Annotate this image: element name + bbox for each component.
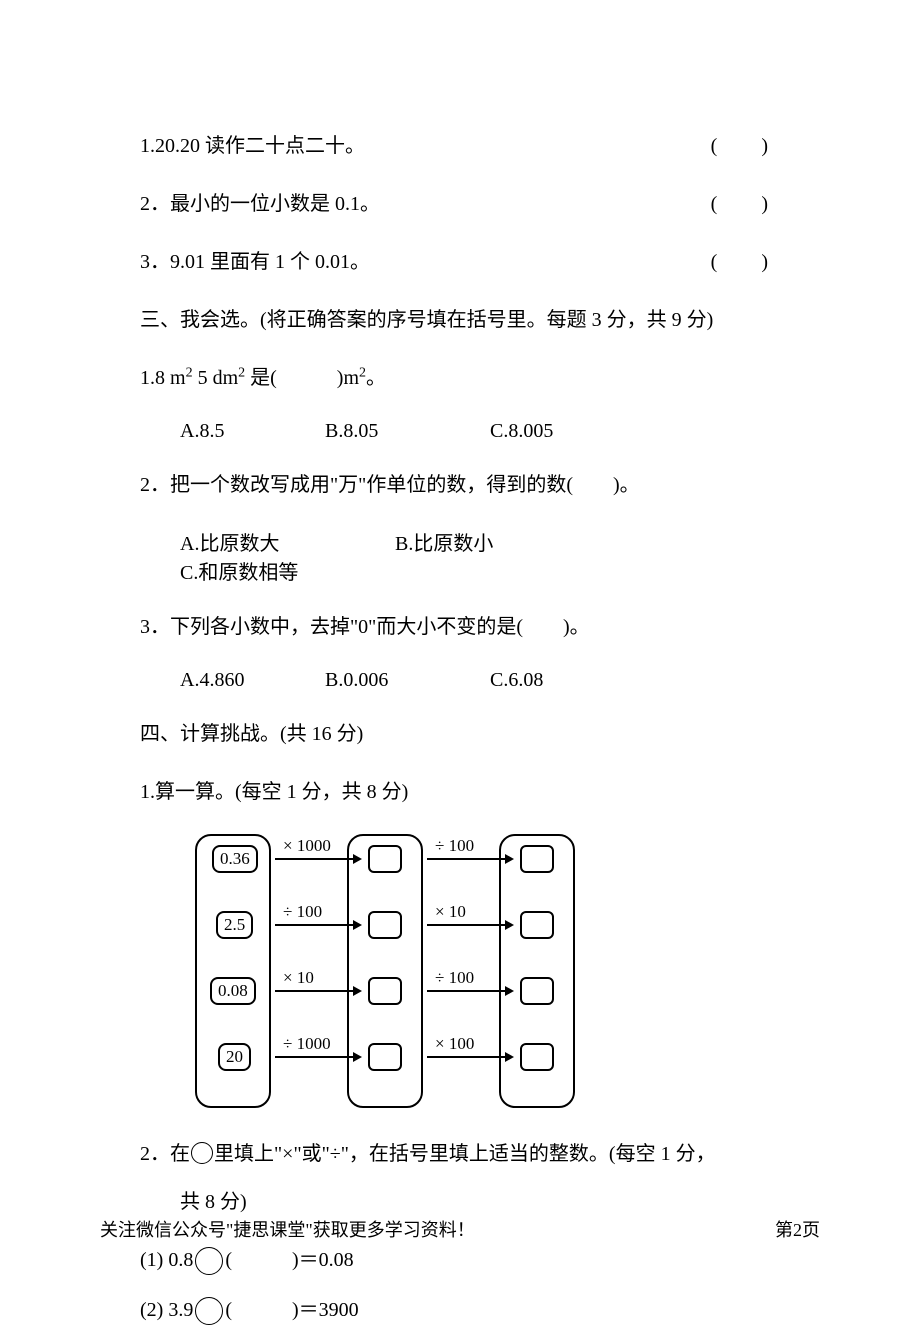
s3q1-b: 5 dm xyxy=(193,367,239,389)
sup-2c: 2 xyxy=(359,365,366,380)
start-box-3: 20 xyxy=(218,1043,251,1071)
tf-q3-text: 3．9.01 里面有 1 个 0.01。 xyxy=(140,246,370,278)
tf-q3: 3．9.01 里面有 1 个 0.01。 ( ) xyxy=(140,246,780,278)
s3-q2: 2．把一个数改写成用"万"作单位的数，得到的数( )。 xyxy=(140,469,780,501)
arrowhead1-2 xyxy=(353,986,362,996)
arrow2-1 xyxy=(427,924,507,926)
eq1-a: (1) 0.8 xyxy=(140,1249,193,1271)
eq2: (2) 3.9 ( )＝3900 xyxy=(140,1294,780,1326)
op2-label-3: × 100 xyxy=(435,1034,474,1054)
end-box-2[interactable] xyxy=(520,977,554,1005)
circle-icon-inline xyxy=(191,1142,213,1164)
end-box-3[interactable] xyxy=(520,1043,554,1071)
eq1-b: ( )＝0.08 xyxy=(225,1249,353,1271)
eq2-a: (2) 3.9 xyxy=(140,1299,193,1321)
arrow2-0 xyxy=(427,858,507,860)
s3-q3-options: A.4.860 B.0.006 C.6.08 xyxy=(180,669,780,692)
s4s2-b: 里填上"×"或"÷"，在括号里填上适当的整数。(每空 1 分， xyxy=(214,1143,716,1165)
tf-q2-text: 2．最小的一位小数是 0.1。 xyxy=(140,188,380,220)
arrowhead1-1 xyxy=(353,920,362,930)
s3q3-opt-c[interactable]: C.6.08 xyxy=(490,669,650,692)
s3q2-opt-c[interactable]: C.和原数相等 xyxy=(180,556,390,585)
section4-sub2: 2．在 里填上"×"或"÷"，在括号里填上适当的整数。(每空 1 分， xyxy=(140,1138,780,1170)
arrowhead2-0 xyxy=(505,854,514,864)
s3q1-opt-c[interactable]: C.8.005 xyxy=(490,420,650,443)
eq1: (1) 0.8 ( )＝0.08 xyxy=(140,1244,780,1276)
tf-q3-paren[interactable]: ( ) xyxy=(711,246,780,278)
s3q2-opt-b[interactable]: B.比原数小 xyxy=(395,527,605,556)
tf-q1-paren[interactable]: ( ) xyxy=(711,130,780,162)
s3q3-opt-b[interactable]: B.0.006 xyxy=(325,669,485,692)
tf-q1: 1.20.20 读作二十点二十。 ( ) xyxy=(140,130,780,162)
op1-label-2: × 10 xyxy=(283,968,314,988)
mid-box-1[interactable] xyxy=(368,911,402,939)
tf-q1-text: 1.20.20 读作二十点二十。 xyxy=(140,130,365,162)
s3q1-opt-a[interactable]: A.8.5 xyxy=(180,420,320,443)
op1-label-3: ÷ 1000 xyxy=(283,1034,331,1054)
s3q1-opt-b[interactable]: B.8.05 xyxy=(325,420,485,443)
sup-2a: 2 xyxy=(186,365,193,380)
s3-q1: 1.8 m2 5 dm2 是( )m2。 xyxy=(140,362,780,394)
end-box-0[interactable] xyxy=(520,845,554,873)
s3q2-opt-a[interactable]: A.比原数大 xyxy=(180,527,390,556)
op1-label-0: × 1000 xyxy=(283,836,331,856)
arrow1-3 xyxy=(275,1056,355,1058)
arrow1-1 xyxy=(275,924,355,926)
arrowhead2-1 xyxy=(505,920,514,930)
section4-sub2-cont: 共 8 分) xyxy=(180,1186,780,1218)
s4s2-a: 2．在 xyxy=(140,1143,190,1165)
s3q1-d: 。 xyxy=(366,367,386,389)
eq2-b: ( )＝3900 xyxy=(225,1299,358,1321)
s3-q3: 3．下列各小数中，去掉"0"而大小不变的是( )。 xyxy=(140,611,780,643)
tf-q2-paren[interactable]: ( ) xyxy=(711,188,780,220)
mid-box-2[interactable] xyxy=(368,977,402,1005)
section4-title: 四、计算挑战。(共 16 分) xyxy=(140,718,780,750)
end-box-1[interactable] xyxy=(520,911,554,939)
arrowhead1-0 xyxy=(353,854,362,864)
s3-q1-options: A.8.5 B.8.05 C.8.005 xyxy=(180,420,780,443)
circle-blank-1[interactable] xyxy=(195,1247,223,1275)
op2-label-0: ÷ 100 xyxy=(435,836,474,856)
arrow2-2 xyxy=(427,990,507,992)
arrowhead1-3 xyxy=(353,1052,362,1062)
mid-box-3[interactable] xyxy=(368,1043,402,1071)
start-box-0: 0.36 xyxy=(212,845,258,873)
calc-diagram: 0.36 × 1000 ÷ 100 2.5 ÷ 100 × 10 0.08 × 10 ÷ 100… xyxy=(195,834,575,1108)
s3q3-opt-a[interactable]: A.4.860 xyxy=(180,669,320,692)
arrowhead2-3 xyxy=(505,1052,514,1062)
start-box-2: 0.08 xyxy=(210,977,256,1005)
page-footer: 关注微信公众号"捷思课堂"获取更多学习资料！ 第2页 xyxy=(100,1216,820,1242)
section3-title: 三、我会选。(将正确答案的序号填在括号里。每题 3 分，共 9 分) xyxy=(140,304,780,336)
footer-right: 第2页 xyxy=(775,1216,820,1242)
s3q1-a: 1.8 m xyxy=(140,367,186,389)
start-box-1: 2.5 xyxy=(216,911,253,939)
arrow1-2 xyxy=(275,990,355,992)
tf-q2: 2．最小的一位小数是 0.1。 ( ) xyxy=(140,188,780,220)
arrowhead2-2 xyxy=(505,986,514,996)
arrow2-3 xyxy=(427,1056,507,1058)
s3q1-c: 是( )m xyxy=(245,367,359,389)
op1-label-1: ÷ 100 xyxy=(283,902,322,922)
footer-left: 关注微信公众号"捷思课堂"获取更多学习资料！ xyxy=(100,1216,475,1242)
op2-label-1: × 10 xyxy=(435,902,466,922)
op2-label-2: ÷ 100 xyxy=(435,968,474,988)
arrow1-0 xyxy=(275,858,355,860)
s3-q2-options: A.比原数大 B.比原数小 C.和原数相等 xyxy=(180,527,780,585)
section4-sub1: 1.算一算。(每空 1 分，共 8 分) xyxy=(140,776,780,808)
mid-box-0[interactable] xyxy=(368,845,402,873)
